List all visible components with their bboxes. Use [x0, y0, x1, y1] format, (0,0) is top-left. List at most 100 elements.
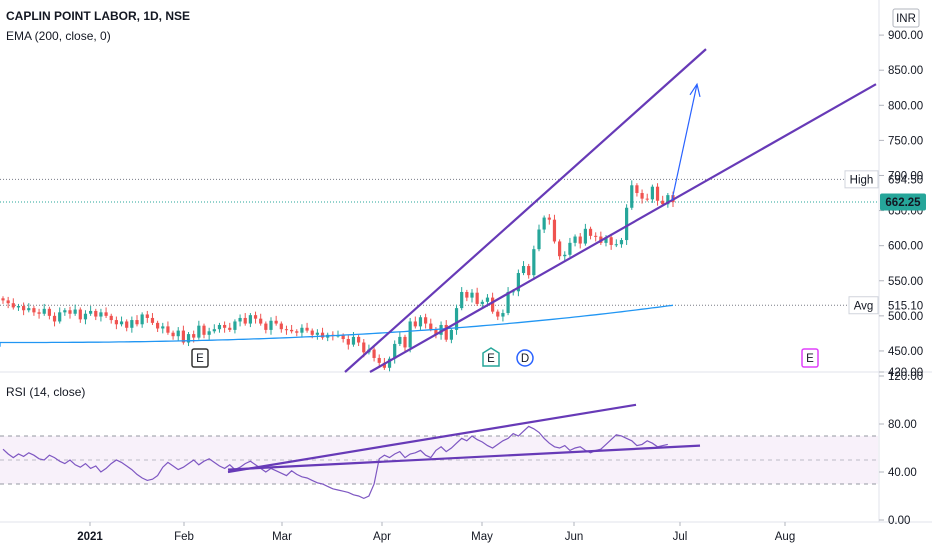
candle-body: [42, 308, 46, 314]
candle-body: [99, 312, 103, 317]
candle-body: [491, 297, 495, 312]
candle-body: [22, 306, 26, 311]
candle-body: [630, 185, 634, 208]
rsi-tick-label: 120.00: [888, 371, 923, 383]
candle-body: [52, 315, 57, 322]
candle-body: [635, 185, 639, 194]
candle-body: [171, 332, 175, 337]
candle-body: [37, 312, 41, 314]
date-tick-label: Mar: [272, 531, 292, 543]
candle-body: [521, 266, 526, 274]
candle-body: [202, 325, 206, 335]
candle-body: [63, 310, 67, 313]
price-tick-label: 700.00: [888, 170, 923, 182]
candle-body: [619, 240, 624, 245]
candle-body: [588, 228, 593, 236]
candle-body: [527, 266, 531, 276]
avg-badge-value: 515.10: [888, 300, 923, 312]
date-tick-label: Jun: [565, 531, 584, 543]
high-badge-value: 694.50: [888, 174, 923, 186]
price-tick-label: 600.00: [888, 241, 923, 253]
candle-body: [89, 310, 93, 314]
candle-body: [161, 326, 165, 329]
candle-body: [439, 324, 443, 335]
candle-body: [248, 315, 252, 324]
candle-body: [238, 317, 242, 322]
avg-badge-label: Avg: [854, 300, 874, 312]
chart-symbol-title: CAPLIN POINT LABOR, 1D, NSE: [6, 9, 191, 23]
candle-body: [140, 314, 144, 325]
candle-body: [650, 186, 654, 200]
candle-body: [32, 308, 36, 313]
candle-body: [94, 310, 98, 317]
candle-body: [346, 339, 350, 345]
rsi-lower-trendline[interactable]: [227, 444, 701, 471]
candle-body: [357, 336, 361, 343]
price-tick-label: 450.00: [888, 346, 923, 358]
candlestick-series[interactable]: [1, 180, 675, 372]
projection-arrow[interactable]: [671, 84, 698, 201]
lower-channel-trendline[interactable]: [369, 83, 877, 373]
rsi-axis[interactable]: 120.00 80.00 40.00 0.00: [879, 371, 923, 527]
candle-body: [429, 323, 433, 330]
dividend-marker[interactable]: D: [516, 349, 534, 367]
date-tick-label: Feb: [174, 531, 194, 543]
candle-body: [156, 322, 160, 329]
rsi-indicator-label: RSI (14, close): [6, 385, 86, 399]
price-tick-label: 800.00: [888, 100, 923, 112]
candle-body: [377, 357, 381, 363]
candle-body: [295, 331, 299, 333]
candle-body: [217, 324, 222, 330]
price-tick-label: 850.00: [888, 65, 923, 77]
candle-body: [233, 321, 237, 330]
candle-body: [315, 332, 319, 335]
earnings-marker[interactable]: E: [482, 347, 500, 367]
candle-body: [661, 200, 665, 205]
candle-body: [578, 236, 582, 244]
price-tick-label: 500.00: [888, 311, 923, 323]
candle-body: [114, 320, 118, 325]
candle-body: [552, 219, 557, 242]
candle-body: [320, 332, 325, 338]
rsi-upper-trendline[interactable]: [227, 403, 637, 474]
earnings-marker[interactable]: E: [191, 348, 209, 368]
marker-label: E: [487, 353, 495, 365]
drawing-layer[interactable]: [227, 48, 877, 474]
candle-body: [449, 329, 453, 340]
rsi-line[interactable]: [2, 425, 668, 500]
candle-body: [434, 329, 438, 335]
candle-body: [269, 320, 273, 330]
avg-badge: Avg 515.10: [848, 296, 923, 315]
candle-body: [614, 244, 618, 246]
candle-body: [547, 217, 551, 220]
marker-label: E: [806, 353, 814, 365]
time-axis[interactable]: 2021 Feb Mar Apr May Jun Jul Aug: [77, 522, 795, 543]
candle-body: [666, 195, 670, 205]
candle-body: [181, 330, 185, 343]
candle-body: [125, 321, 129, 328]
currency-label: INR: [896, 13, 916, 25]
date-tick-label: Jul: [673, 531, 688, 543]
candle-body: [393, 343, 397, 359]
candle-body: [16, 306, 21, 308]
candle-body: [310, 330, 314, 335]
candle-body: [558, 241, 562, 257]
earnings-marker[interactable]: E: [801, 348, 819, 368]
price-tick-label: 900.00: [888, 30, 923, 42]
ema-line[interactable]: [0, 304, 674, 347]
candle-body: [398, 336, 402, 344]
candle-body: [212, 329, 216, 332]
candle-body: [73, 309, 77, 314]
candle-body: [223, 324, 227, 328]
currency-badge[interactable]: [892, 8, 920, 28]
candle-body: [655, 186, 660, 201]
candle-body: [387, 358, 392, 368]
upper-channel-trendline[interactable]: [344, 48, 707, 373]
candle-body: [645, 198, 649, 200]
candle-body: [264, 323, 268, 330]
date-tick-label: May: [471, 531, 493, 543]
price-axis[interactable]: 900.00850.00800.00750.00700.00650.00600.…: [879, 30, 923, 379]
last-price-badge: 662.25: [880, 193, 926, 211]
